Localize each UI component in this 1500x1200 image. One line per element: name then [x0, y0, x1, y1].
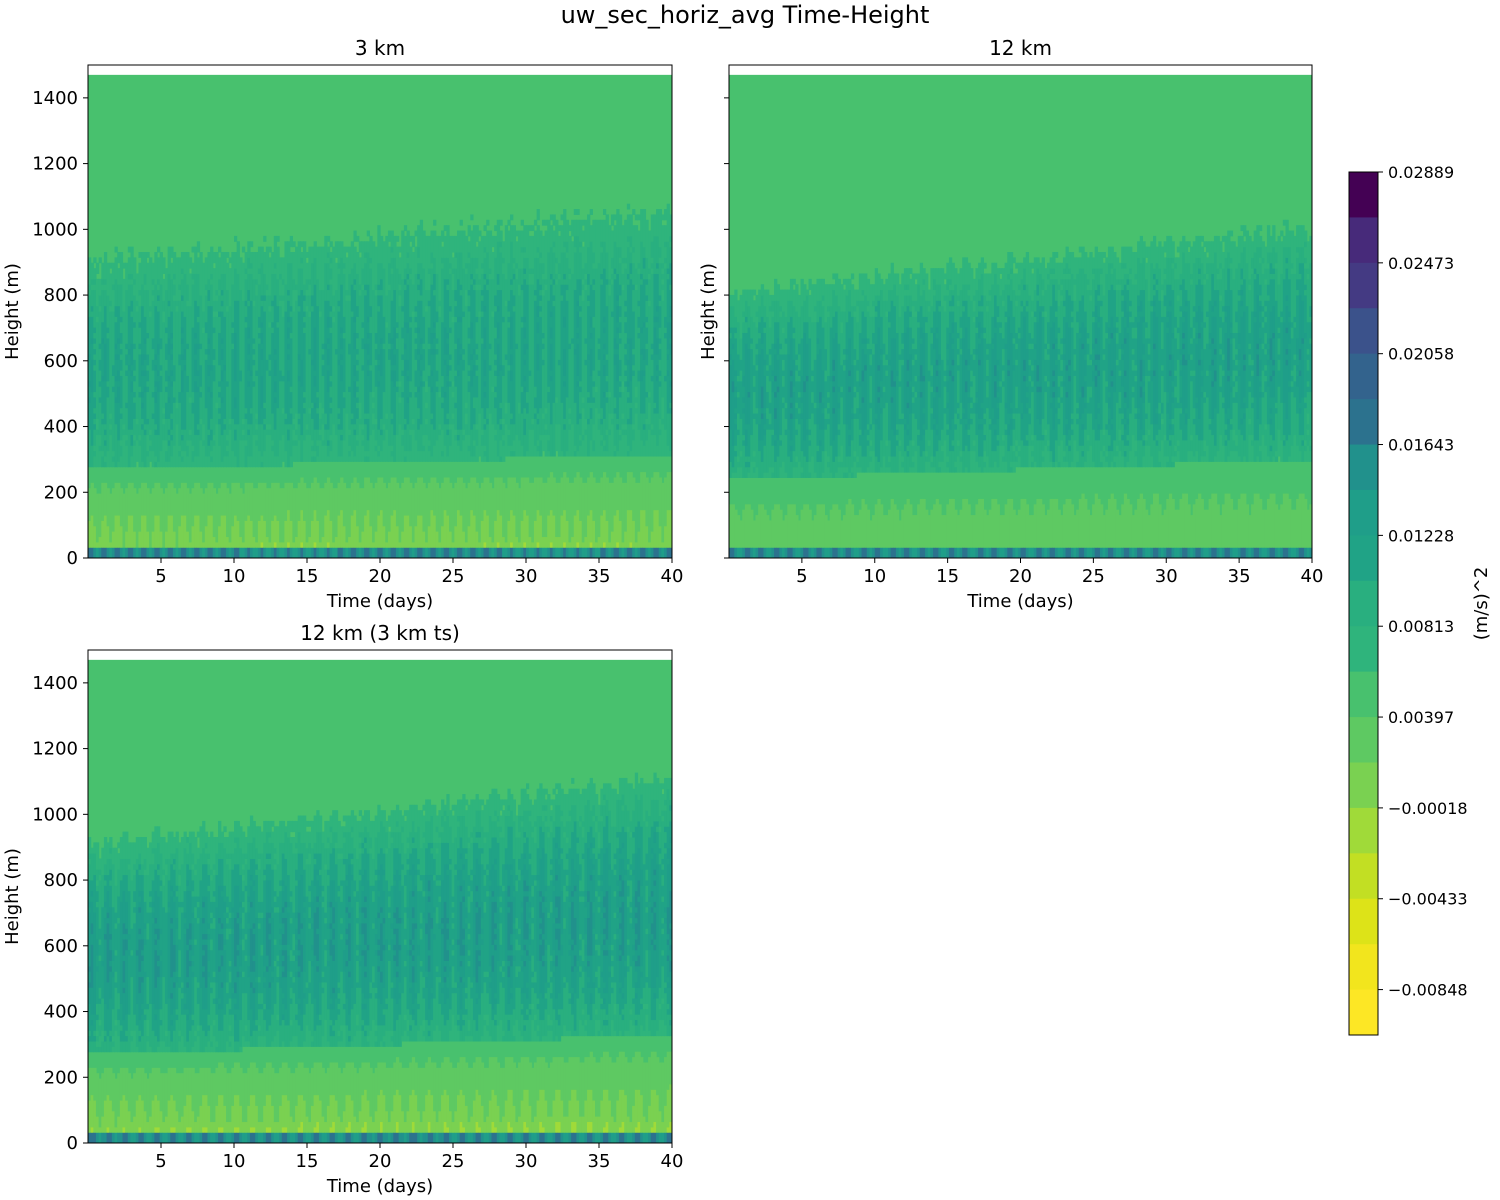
x-tick-label: 15	[936, 566, 959, 587]
colorbar-tick-label: 0.02473	[1388, 254, 1454, 273]
x-tick-label: 20	[369, 566, 392, 587]
colorbar-tick-label: 0.02889	[1388, 163, 1454, 182]
y-tick-label: 1400	[32, 673, 78, 694]
x-tick-label: 35	[1228, 566, 1251, 587]
y-tick-label: 200	[44, 1067, 78, 1088]
x-tick-label: 20	[1009, 566, 1032, 587]
x-tick-label: 40	[661, 566, 684, 587]
panel-title: 3 km	[355, 36, 405, 60]
y-tick-label: 1200	[32, 739, 78, 760]
x-tick-label: 25	[442, 1151, 465, 1172]
colorbar-level	[1349, 807, 1378, 854]
x-tick-label: 10	[863, 566, 886, 587]
heatmap-field	[88, 772, 672, 1143]
colorbar-level	[1349, 671, 1378, 718]
colorbar-level	[1349, 717, 1378, 763]
x-tick-label: 5	[796, 566, 807, 587]
x-tick-label: 5	[155, 566, 166, 587]
colorbar-level	[1349, 399, 1378, 446]
colorbar-level	[1349, 853, 1378, 900]
y-axis-label: Height (m)	[2, 263, 23, 360]
y-axis-label: Height (m)	[698, 263, 719, 360]
y-tick-label: 800	[44, 285, 78, 306]
colorbar-level	[1349, 944, 1378, 991]
panel-1: 3 km 5 10 15 20 25 30 35 40 Time (days) 0 200 400 600…	[2, 36, 683, 612]
colorbar-level	[1349, 172, 1378, 218]
figure-title: uw_sec_horiz_avg Time-Height	[561, 1, 930, 29]
panel-2: 12 km 5 10 15 20 25 30 35 40 Time (days) Height (m…	[698, 36, 1323, 612]
y-tick-label: 0	[67, 1133, 78, 1154]
y-tick-label: 1200	[32, 154, 78, 175]
x-tick-label: 30	[515, 1151, 538, 1172]
x-tick-label: 40	[661, 1151, 684, 1172]
y-axis-label: Height (m)	[2, 848, 23, 945]
colorbar-tick-label: 0.00397	[1388, 708, 1454, 727]
y-tick-label: 600	[44, 351, 78, 372]
y-tick-label: 1000	[32, 804, 78, 825]
colorbar-tick-label: 0.01228	[1388, 526, 1454, 545]
x-tick-label: 25	[442, 566, 465, 587]
heatmap-field	[729, 219, 1312, 559]
x-tick-label: 15	[296, 1151, 319, 1172]
y-tick-label: 1400	[32, 88, 78, 109]
x-tick-label: 40	[1301, 566, 1324, 587]
panel-title: 12 km (3 km ts)	[300, 621, 460, 645]
y-tick-label: 600	[44, 936, 78, 957]
colorbar-frame	[1348, 171, 1379, 1036]
x-tick-label: 35	[588, 1151, 611, 1172]
y-tick-label: 200	[44, 482, 78, 503]
colorbar-level	[1349, 626, 1378, 673]
x-tick-label: 10	[223, 1151, 246, 1172]
x-tick-label: 15	[296, 566, 319, 587]
colorbar-tick-label: 0.00813	[1388, 617, 1454, 636]
colorbar-tick-label: 0.02058	[1388, 345, 1454, 364]
panel-title: 12 km	[989, 36, 1052, 60]
colorbar: 0.02889 0.02473 0.02058 0.01643 0.01228 0.008…	[1348, 163, 1492, 1036]
colorbar-tick-label: −0.00848	[1388, 981, 1468, 1000]
panel-3: 12 km (3 km ts) 5 10 15 20 25 30 35 40 Time (days…	[2, 621, 683, 1197]
x-axis-label: Time (days)	[326, 1176, 433, 1197]
x-axis-label: Time (days)	[326, 591, 433, 612]
x-tick-label: 5	[155, 1151, 166, 1172]
x-tick-label: 30	[1155, 566, 1178, 587]
colorbar-level	[1349, 262, 1378, 309]
colorbar-level	[1349, 989, 1378, 1036]
x-tick-label: 25	[1082, 566, 1105, 587]
x-tick-label: 10	[223, 566, 246, 587]
y-tick-label: 1000	[32, 219, 78, 240]
y-tick-label: 0	[67, 548, 78, 569]
y-tick-label: 400	[44, 417, 78, 438]
y-tick-label: 400	[44, 1002, 78, 1023]
colorbar-level	[1349, 217, 1378, 264]
colorbar-tick-label: −0.00433	[1388, 890, 1468, 909]
colorbar-level	[1349, 580, 1378, 627]
colorbar-level	[1349, 353, 1378, 400]
colorbar-tick-label: −0.00018	[1388, 799, 1468, 818]
colorbar-level	[1349, 489, 1378, 536]
x-tick-label: 30	[515, 566, 538, 587]
colorbar-level	[1349, 898, 1378, 945]
colorbar-level	[1349, 444, 1378, 491]
x-tick-label: 20	[369, 1151, 392, 1172]
colorbar-level	[1349, 535, 1378, 582]
heatmap-field	[88, 203, 672, 559]
colorbar-tick-label: 0.01643	[1388, 436, 1454, 455]
x-tick-label: 35	[588, 566, 611, 587]
colorbar-level	[1349, 308, 1378, 355]
y-tick-label: 800	[44, 870, 78, 891]
x-axis-label: Time (days)	[966, 591, 1073, 612]
colorbar-level	[1349, 762, 1378, 809]
colorbar-label: (m/s)^2	[1471, 567, 1492, 641]
